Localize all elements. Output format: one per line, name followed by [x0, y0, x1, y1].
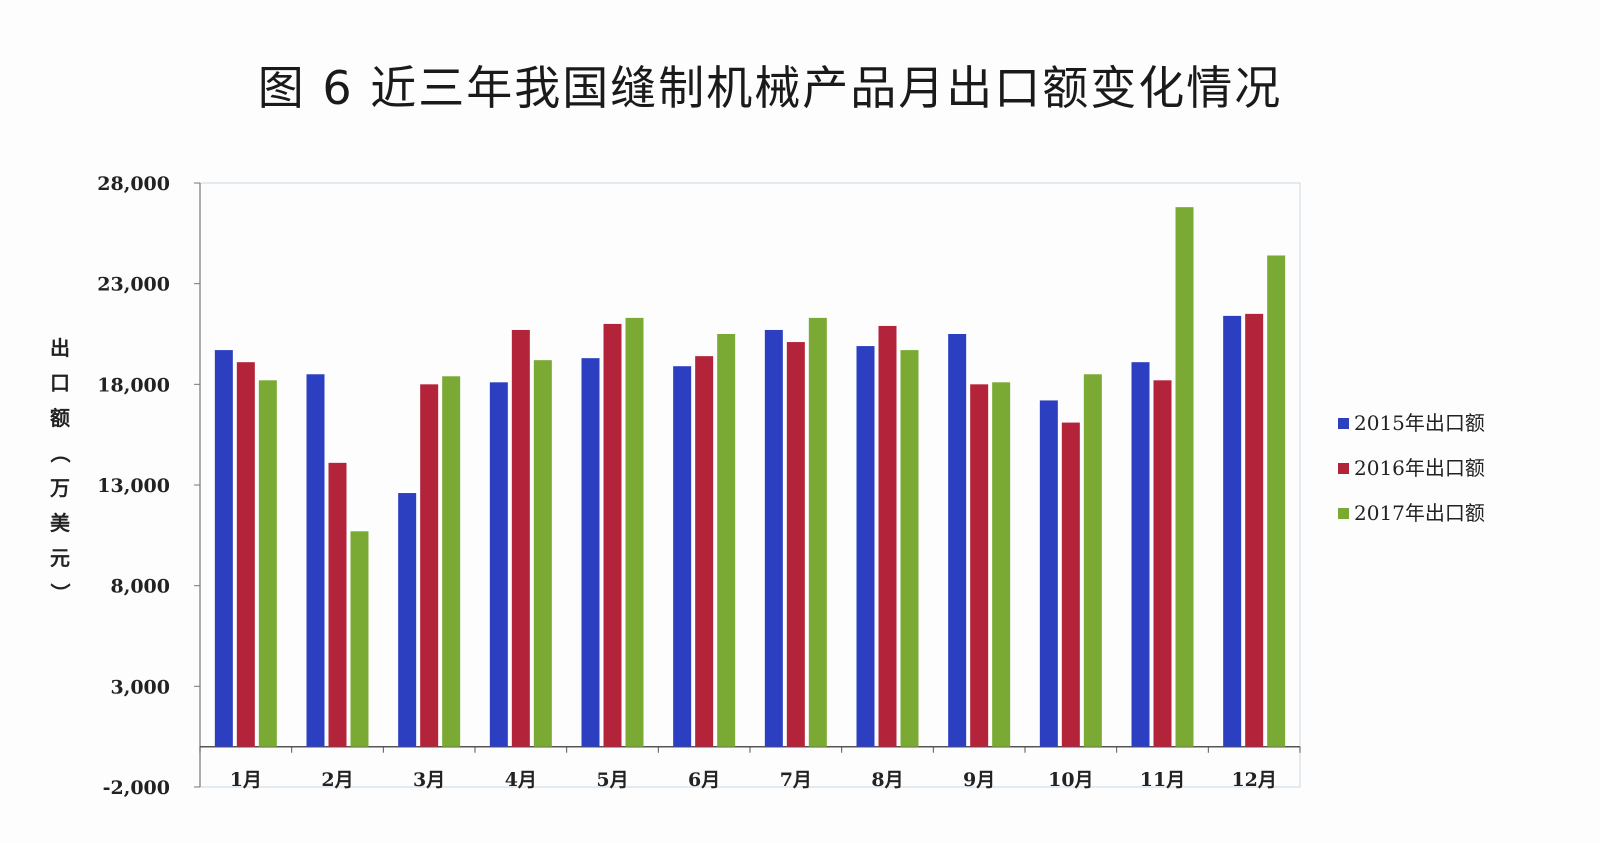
bar-2016年出口额-12月	[1245, 313, 1264, 747]
y-tick-label: 8,000	[111, 576, 171, 598]
legend-swatch	[1338, 508, 1349, 519]
bar-2015年出口额-5月	[581, 358, 600, 747]
y-tick-label: -2,000	[103, 777, 170, 799]
x-tick-label: 8月	[871, 769, 903, 791]
bar-2015年出口额-2月	[306, 374, 325, 747]
bar-2017年出口额-3月	[442, 376, 461, 747]
bar-2017年出口额-1月	[258, 380, 277, 747]
bar-2016年出口额-9月	[970, 384, 989, 747]
y-tick-label: 18,000	[97, 374, 170, 396]
legend: 2015年出口额 2016年出口额 2017年出口额	[1338, 411, 1485, 525]
y-axis-label-char: 美	[50, 511, 71, 535]
bar-2015年出口额-11月	[1131, 362, 1150, 747]
bar-2015年出口额-9月	[948, 334, 967, 747]
y-tick-label: 13,000	[97, 475, 170, 497]
bar-2017年出口额-8月	[900, 350, 919, 747]
x-tick-label: 4月	[505, 769, 537, 791]
bar-2017年出口额-10月	[1083, 374, 1102, 747]
legend-swatch	[1338, 418, 1349, 429]
bar-2016年出口额-6月	[695, 356, 714, 747]
chart-title: 图 6 近三年我国缝制机械产品月出口额变化情况	[257, 61, 1283, 115]
bar-2015年出口额-12月	[1223, 315, 1242, 747]
x-tick-label: 10月	[1048, 769, 1093, 791]
y-axis-label-char: 口	[50, 371, 70, 395]
bar-2016年出口额-8月	[878, 325, 897, 747]
y-axis-label-char: 出	[50, 336, 70, 360]
bar-2016年出口额-11月	[1153, 380, 1172, 747]
bar-2017年出口额-4月	[533, 360, 552, 747]
x-tick-label: 5月	[596, 769, 628, 791]
y-axis-label-char: ）	[48, 583, 72, 603]
x-tick-label: 11月	[1140, 769, 1185, 791]
y-tick-label: 3,000	[111, 676, 171, 698]
x-tick-label: 3月	[413, 769, 445, 791]
y-axis-label-char: 万	[49, 476, 70, 500]
legend-swatch	[1338, 463, 1349, 474]
bar-2016年出口额-10月	[1061, 422, 1080, 747]
bar-2016年出口额-5月	[603, 323, 622, 747]
bar-2015年出口额-6月	[673, 366, 692, 747]
bar-2017年出口额-7月	[808, 317, 827, 747]
y-axis-label-char: 元	[50, 546, 70, 570]
bar-2015年出口额-7月	[764, 329, 783, 747]
x-tick-label: 1月	[230, 769, 262, 791]
legend-label: 2017年出口额	[1354, 501, 1485, 525]
bar-2017年出口额-5月	[625, 317, 644, 747]
bar-2016年出口额-1月	[236, 362, 255, 747]
bar-2016年出口额-4月	[511, 329, 530, 747]
bar-2015年出口额-4月	[489, 382, 508, 747]
legend-label: 2015年出口额	[1354, 411, 1485, 435]
bar-2017年出口额-2月	[350, 531, 369, 747]
bar-2015年出口额-8月	[856, 346, 875, 747]
bar-2015年出口额-10月	[1039, 400, 1058, 747]
y-axis-label-char: 额	[50, 406, 70, 430]
bar-2015年出口额-3月	[398, 493, 417, 747]
y-axis-label-char: （	[48, 443, 72, 463]
legend-label: 2016年出口额	[1354, 456, 1485, 480]
bar-2017年出口额-12月	[1267, 255, 1286, 747]
x-tick-label: 2月	[321, 769, 353, 791]
bar-2016年出口额-2月	[328, 462, 347, 747]
x-tick-label: 7月	[780, 769, 812, 791]
bar-2017年出口额-6月	[717, 334, 736, 747]
y-tick-label: 28,000	[97, 173, 170, 195]
bar-2015年出口额-1月	[214, 350, 233, 747]
bar-2017年出口额-9月	[992, 382, 1011, 747]
x-tick-label: 9月	[963, 769, 995, 791]
y-axis-label: 出口额 （ 万美元 ）	[48, 336, 72, 603]
y-tick-label: 23,000	[97, 274, 170, 296]
bar-2016年出口额-7月	[786, 342, 805, 747]
x-tick-label: 6月	[688, 769, 720, 791]
bar-2017年出口额-11月	[1175, 207, 1194, 747]
bar-2016年出口额-3月	[420, 384, 439, 747]
x-tick-label: 12月	[1231, 769, 1276, 791]
